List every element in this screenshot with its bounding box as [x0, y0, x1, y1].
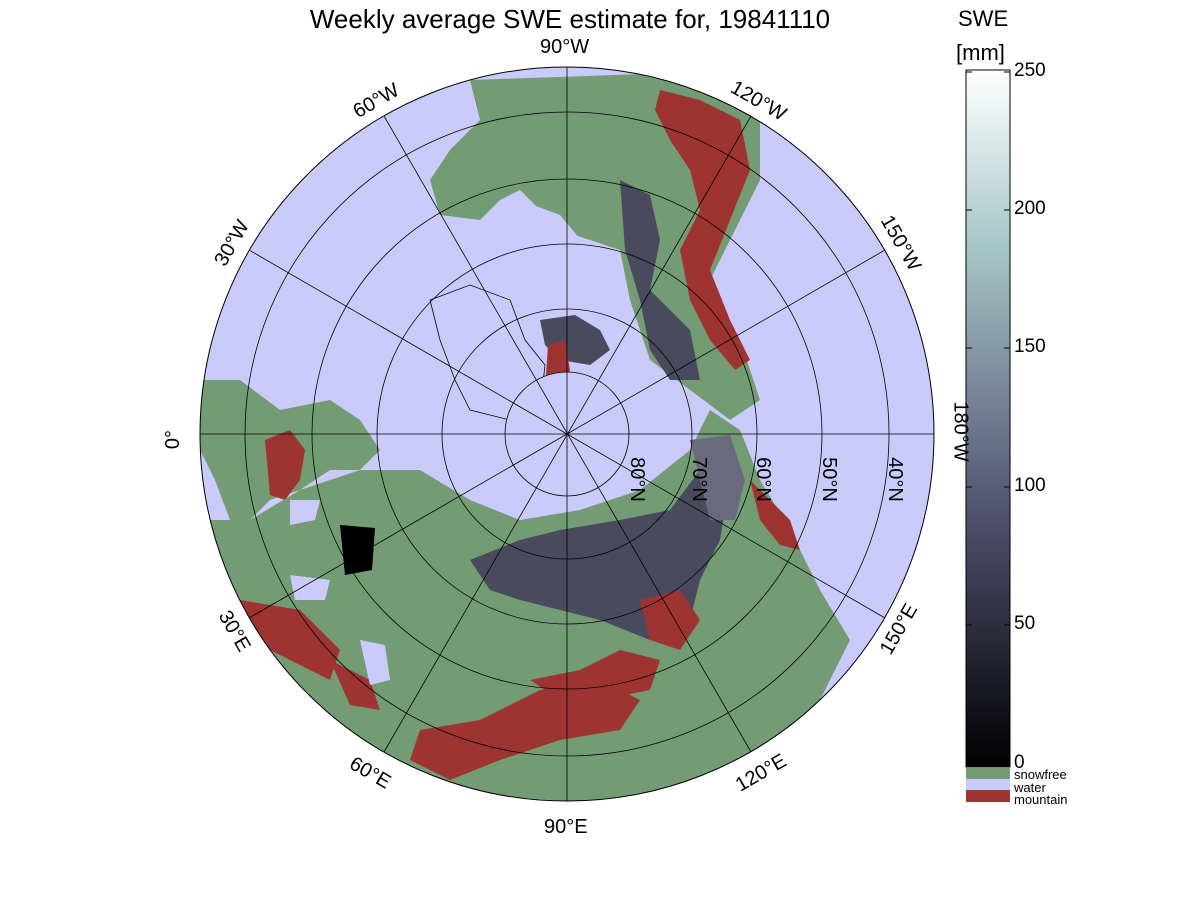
scandinavia-mountains	[265, 430, 305, 500]
europe-mountains	[240, 600, 340, 680]
central-asia-mountains	[530, 650, 660, 700]
east-asia-mountains	[640, 590, 700, 650]
rockies-mountains	[655, 90, 750, 370]
colorbar-tick-250: 250	[1014, 60, 1046, 81]
meridian-150w-30e	[248, 249, 886, 619]
black-sea	[290, 575, 330, 600]
lat-label-80n: 80°N	[625, 457, 648, 502]
legend-label-water: water	[1014, 780, 1046, 795]
graticule	[199, 66, 935, 802]
map-disc	[200, 67, 934, 801]
legend-swatch-water	[966, 779, 1010, 790]
legend-label-snowfree: snowfree	[1014, 767, 1067, 782]
lat-label-50n: 50°N	[817, 457, 840, 502]
lon-label-180w: 180°W	[949, 401, 972, 462]
siberia-snow	[470, 440, 730, 640]
scandinavia-snow	[340, 525, 375, 575]
caucasus-mountains	[330, 660, 380, 710]
colorbar-gradient	[965, 69, 1011, 768]
colorbar-tick-0: 0	[1014, 752, 1025, 773]
lat-label-40n: 40°N	[883, 457, 906, 502]
colorbar-title: SWE	[958, 6, 1009, 31]
colorbar-tick-50: 50	[1014, 613, 1036, 634]
himalaya-mountains	[410, 680, 640, 780]
colorbar-tick-150: 150	[1014, 336, 1046, 357]
lat-label-70n: 70°N	[687, 457, 710, 502]
legend-label-mountain: mountain	[1014, 792, 1068, 807]
lon-label-90w: 90°W	[540, 36, 590, 58]
kamchatka-mountains	[750, 480, 800, 550]
lat-label-60n: 60°N	[751, 457, 774, 502]
east-siberia-snow	[690, 435, 745, 520]
colorbar-tick-100: 100	[1014, 475, 1046, 496]
caspian-sea	[360, 640, 390, 685]
hudson-bay	[500, 200, 585, 285]
baltic-sea	[290, 500, 320, 525]
legend-swatch-mountain	[966, 790, 1010, 802]
alaska-yukon-snow	[620, 180, 700, 380]
colorbar-tick-200: 200	[1014, 198, 1046, 219]
colorbar-ticks	[966, 71, 1010, 626]
figure-title: Weekly average SWE estimate for, 1984111…	[309, 4, 831, 34]
lon-label-90e: 90°E	[544, 816, 588, 838]
legend-swatch-snowfree	[966, 768, 1010, 779]
map-border	[199, 66, 935, 802]
lon-label-0: 0°	[162, 429, 185, 450]
colorbar-unit: [mm]	[956, 40, 1005, 65]
